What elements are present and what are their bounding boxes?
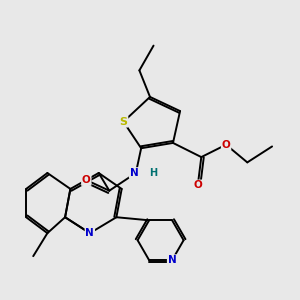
Text: O: O — [194, 180, 202, 190]
Text: H: H — [149, 168, 158, 178]
Text: O: O — [82, 175, 91, 185]
Text: N: N — [130, 168, 139, 178]
Text: S: S — [119, 117, 128, 127]
Text: N: N — [168, 255, 176, 265]
Text: O: O — [222, 140, 230, 150]
Text: N: N — [85, 228, 94, 238]
